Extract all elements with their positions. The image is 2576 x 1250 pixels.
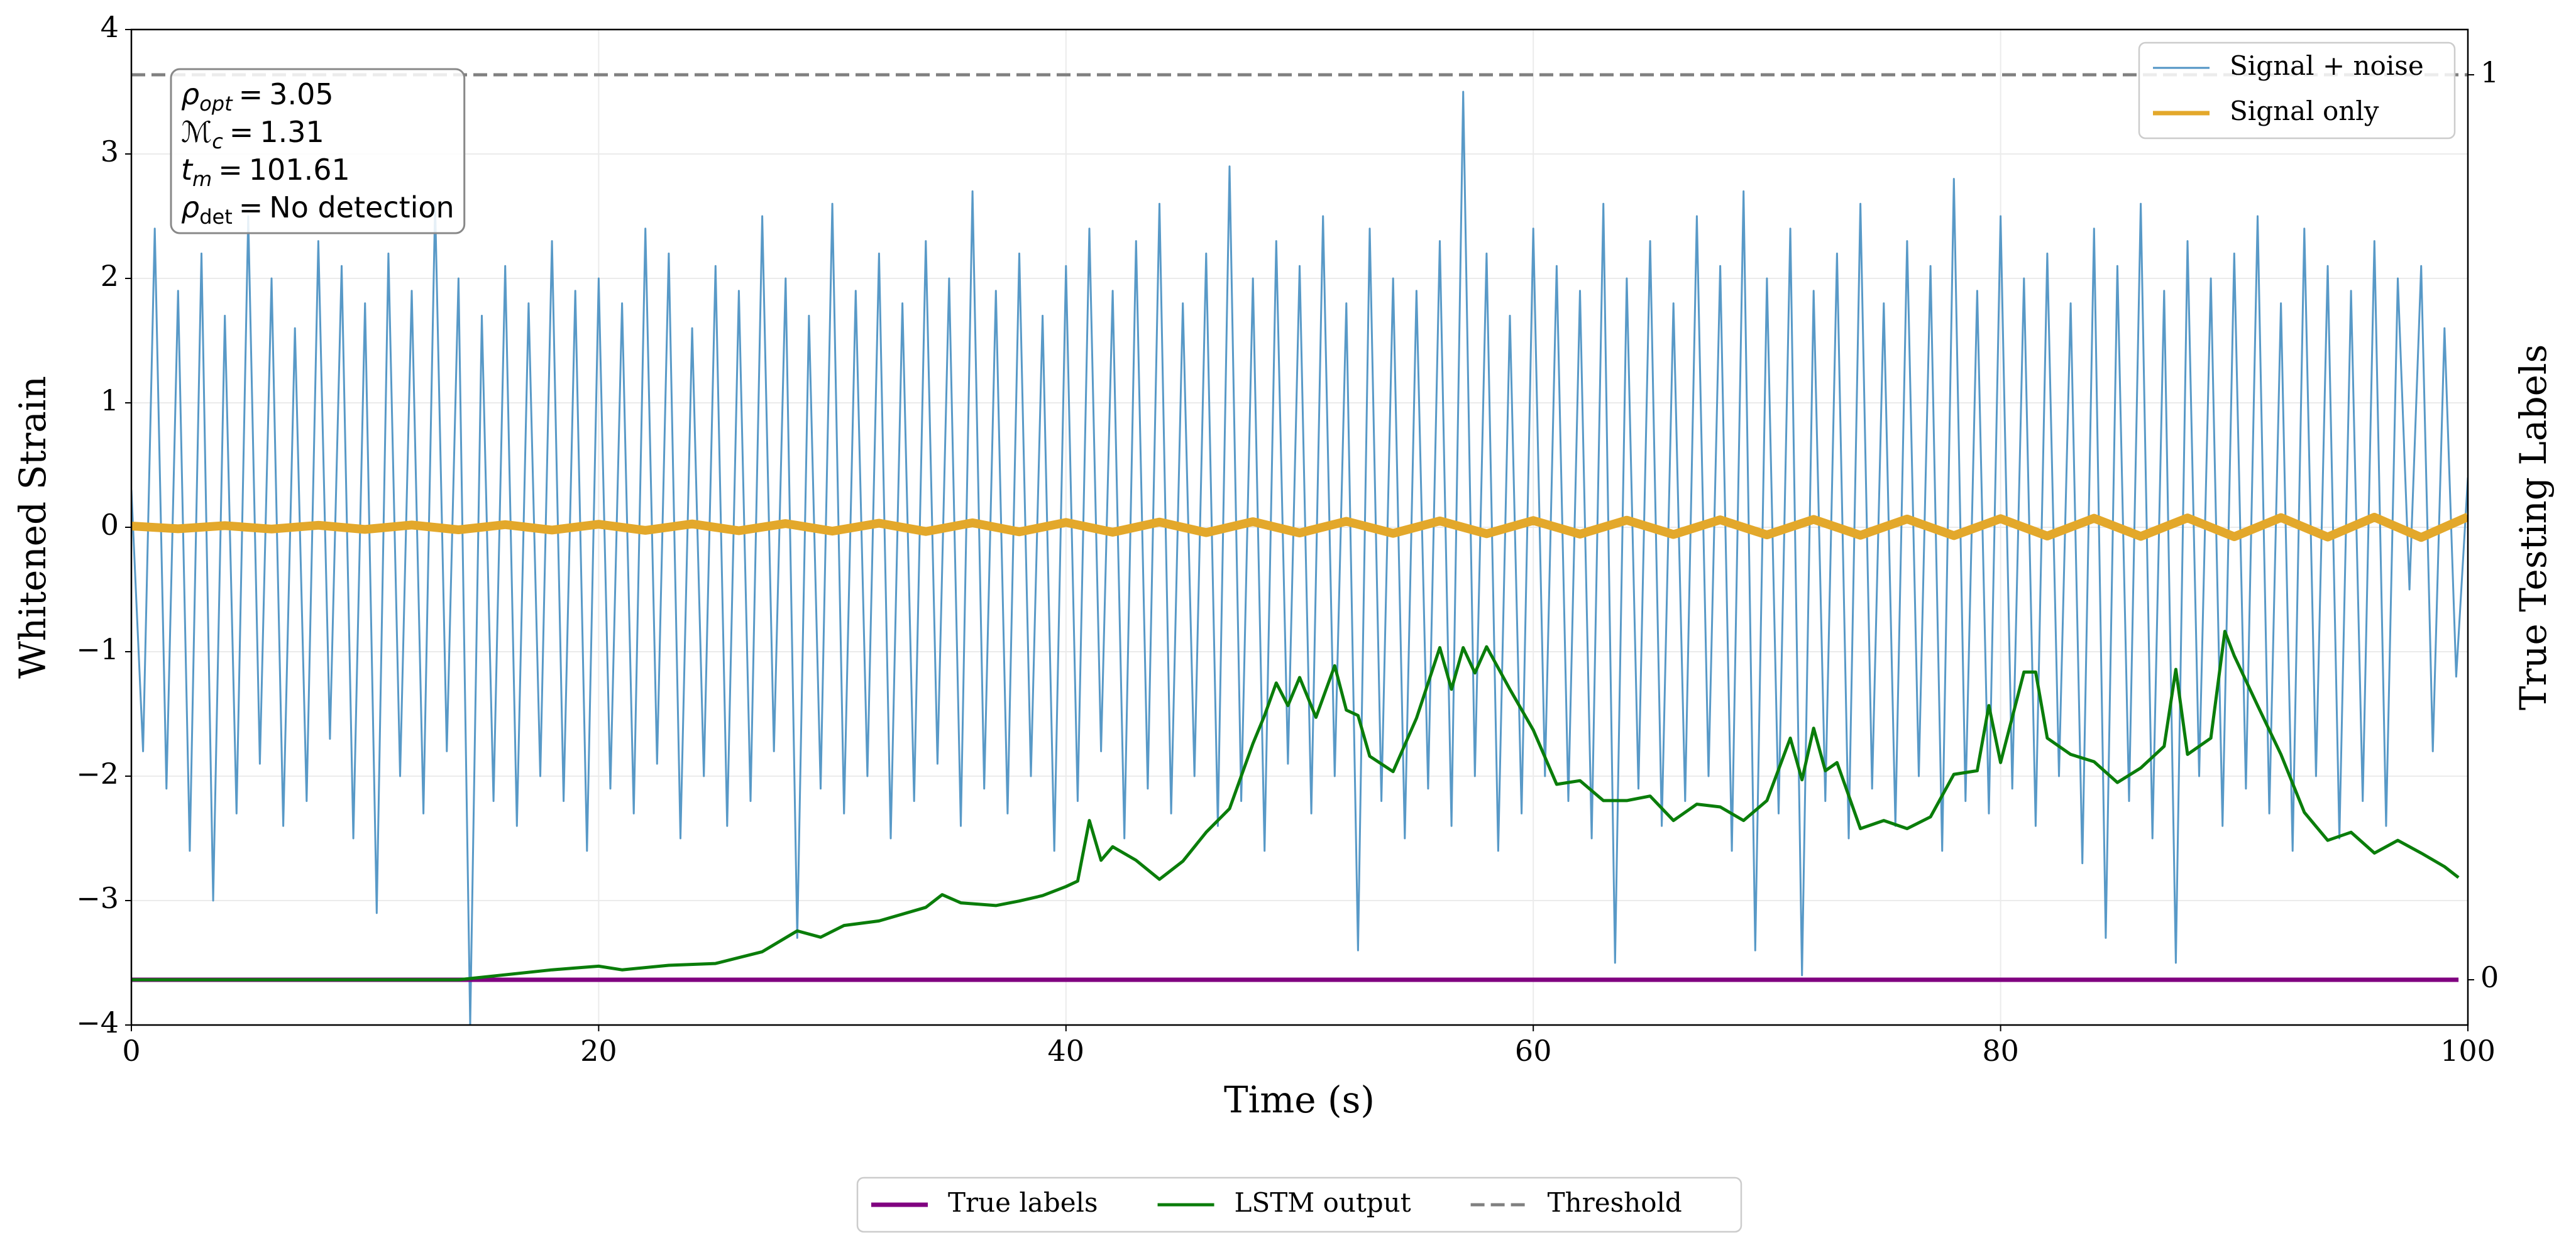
y-axis-label: Whitened Strain	[11, 376, 54, 679]
y-tick-label: −4	[76, 1006, 119, 1039]
legend-label: LSTM output	[1235, 1187, 1411, 1218]
series-line	[131, 630, 2460, 982]
annotation-subscript: opt	[199, 92, 233, 116]
x-tick-label: 20	[580, 1034, 617, 1068]
annotation-operator: =	[229, 115, 254, 149]
y-tick-label: −1	[76, 632, 119, 666]
annotation-value: 101.61	[249, 153, 350, 187]
annotation-operator: =	[239, 190, 263, 224]
series-line	[131, 512, 2468, 542]
legend-box	[2138, 41, 2456, 140]
x-axis-label: Time (s)	[1224, 1078, 1375, 1121]
legend-label: True labels	[948, 1187, 1098, 1218]
annotation: ρopt = 3.05	[181, 77, 334, 116]
y2-axis-label: True Testing Labels	[2512, 344, 2555, 710]
y-tick-label: −2	[76, 757, 119, 791]
y-tick-label: 0	[101, 508, 119, 542]
annotation: ℳc = 1.31	[181, 115, 324, 153]
plot-frame	[130, 28, 2469, 1026]
x-tick-label: 100	[2440, 1034, 2496, 1068]
y-tick-label: 1	[101, 383, 119, 417]
annotation-subscript: m	[192, 167, 212, 191]
annotation-operator: =	[239, 77, 263, 111]
x-tick-label: 0	[122, 1034, 140, 1068]
x-tick-label: 80	[1982, 1034, 2019, 1068]
annotation-value: No detection	[269, 190, 454, 224]
y-tick-label: −3	[76, 881, 119, 915]
annotation-operator: =	[218, 153, 243, 187]
series-line	[131, 90, 2468, 1025]
annotation-subscript: c	[212, 129, 223, 153]
annotation-box	[170, 68, 466, 234]
y2-tick-label: 0	[2480, 960, 2499, 994]
annotation-subscript: det	[199, 205, 233, 229]
annotation: ρdet = No detection	[181, 190, 454, 229]
y-tick-label: 4	[101, 10, 119, 44]
legend-label: Signal only	[2230, 96, 2379, 126]
x-tick-label: 60	[1515, 1034, 1552, 1068]
legend-label: Signal + noise	[2230, 50, 2424, 81]
annotation-symbol: ρ	[181, 77, 199, 111]
annotation-value: 3.05	[269, 77, 333, 111]
legend-box	[856, 1176, 1742, 1233]
legend-label: Threshold	[1548, 1187, 1682, 1218]
annotation-symbol: t	[181, 153, 194, 187]
y2-tick-label: 1	[2480, 55, 2499, 89]
x-tick-label: 40	[1048, 1034, 1085, 1068]
annotation-symbol: ℳ	[181, 115, 212, 149]
annotation-symbol: ρ	[181, 190, 199, 224]
annotation-value: 1.31	[260, 115, 324, 149]
y-tick-label: 3	[101, 134, 119, 168]
annotation: tm = 101.61	[181, 153, 350, 191]
y-tick-label: 2	[101, 259, 119, 293]
